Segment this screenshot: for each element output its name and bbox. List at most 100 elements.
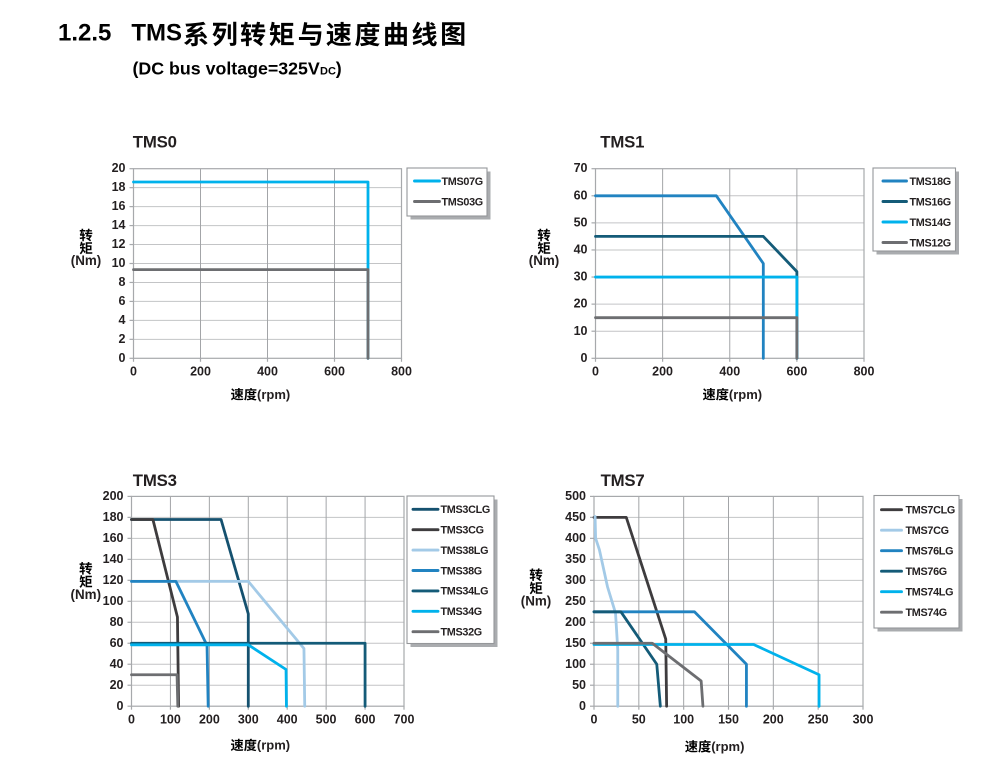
svg-text:TMS07G: TMS07G xyxy=(442,176,483,188)
svg-text:TMS3: TMS3 xyxy=(133,471,177,490)
svg-text:12: 12 xyxy=(112,237,126,251)
svg-text:TMS38G: TMS38G xyxy=(441,565,482,577)
svg-text:400: 400 xyxy=(719,365,740,379)
svg-text:TMS7CG: TMS7CG xyxy=(906,525,949,537)
svg-text:180: 180 xyxy=(103,510,124,524)
svg-text:160: 160 xyxy=(103,531,124,545)
svg-text:(DC bus voltage=325V: (DC bus voltage=325V xyxy=(133,58,320,78)
svg-text:150: 150 xyxy=(718,713,739,727)
svg-text:(Nm): (Nm) xyxy=(529,253,560,268)
svg-text:TMS0: TMS0 xyxy=(133,133,177,152)
svg-text:100: 100 xyxy=(103,594,124,608)
svg-text:TMS: TMS xyxy=(131,20,182,47)
svg-text:TMS74G: TMS74G xyxy=(906,607,947,619)
svg-text:0: 0 xyxy=(591,713,598,727)
svg-text:20: 20 xyxy=(112,161,126,175)
svg-text:300: 300 xyxy=(853,713,874,727)
svg-text:600: 600 xyxy=(324,365,345,379)
svg-text:TMS3CG: TMS3CG xyxy=(441,525,484,537)
svg-text:700: 700 xyxy=(394,713,415,727)
svg-text:600: 600 xyxy=(355,713,376,727)
svg-text:16: 16 xyxy=(112,199,126,213)
svg-text:TMS76G: TMS76G xyxy=(906,566,947,578)
svg-text:10: 10 xyxy=(574,324,588,338)
svg-text:800: 800 xyxy=(391,365,412,379)
svg-text:140: 140 xyxy=(103,552,124,566)
svg-text:0: 0 xyxy=(119,351,126,365)
svg-text:2: 2 xyxy=(119,332,126,346)
svg-text:40: 40 xyxy=(574,243,588,257)
svg-text:0: 0 xyxy=(128,713,135,727)
svg-text:450: 450 xyxy=(565,510,586,524)
svg-text:200: 200 xyxy=(190,365,211,379)
svg-text:TMS3CLG: TMS3CLG xyxy=(441,504,491,516)
svg-text:(rpm): (rpm) xyxy=(257,387,290,402)
svg-text:150: 150 xyxy=(565,636,586,650)
svg-text:50: 50 xyxy=(574,215,588,229)
svg-text:TMS14G: TMS14G xyxy=(910,217,951,229)
svg-text:0: 0 xyxy=(117,699,124,713)
svg-text:20: 20 xyxy=(110,678,124,692)
svg-text:TMS32G: TMS32G xyxy=(441,627,482,639)
svg-text:8: 8 xyxy=(119,275,126,289)
svg-text:200: 200 xyxy=(565,615,586,629)
svg-text:100: 100 xyxy=(160,713,181,727)
svg-text:TMS12G: TMS12G xyxy=(910,237,951,249)
svg-text:50: 50 xyxy=(572,678,586,692)
svg-text:300: 300 xyxy=(565,573,586,587)
svg-text:80: 80 xyxy=(110,615,124,629)
svg-text:(Nm): (Nm) xyxy=(71,587,102,602)
svg-text:200: 200 xyxy=(103,489,124,503)
svg-text:400: 400 xyxy=(257,365,278,379)
svg-text:0: 0 xyxy=(579,699,586,713)
svg-text:18: 18 xyxy=(112,180,126,194)
svg-text:100: 100 xyxy=(673,713,694,727)
svg-text:TMS74LG: TMS74LG xyxy=(906,587,954,599)
svg-text:300: 300 xyxy=(238,713,259,727)
svg-text:(rpm): (rpm) xyxy=(729,387,762,402)
svg-text:TMS16G: TMS16G xyxy=(910,196,951,208)
svg-text:60: 60 xyxy=(110,636,124,650)
svg-text:30: 30 xyxy=(574,270,588,284)
svg-text:400: 400 xyxy=(277,713,298,727)
svg-text:500: 500 xyxy=(316,713,337,727)
svg-text:250: 250 xyxy=(808,713,829,727)
svg-text:200: 200 xyxy=(763,713,784,727)
svg-text:DC: DC xyxy=(320,65,336,77)
svg-text:(Nm): (Nm) xyxy=(71,253,102,268)
svg-text:TMS34LG: TMS34LG xyxy=(441,586,489,598)
svg-text:TMS1: TMS1 xyxy=(600,133,644,152)
svg-text:100: 100 xyxy=(565,657,586,671)
svg-text:40: 40 xyxy=(110,657,124,671)
svg-text:0: 0 xyxy=(592,365,599,379)
svg-text:400: 400 xyxy=(565,531,586,545)
svg-text:120: 120 xyxy=(103,573,124,587)
svg-text:350: 350 xyxy=(565,552,586,566)
svg-text:TMS18G: TMS18G xyxy=(910,176,951,188)
svg-text:4: 4 xyxy=(119,313,126,327)
svg-text:(Nm): (Nm) xyxy=(521,594,552,609)
svg-text:70: 70 xyxy=(574,161,588,175)
svg-text:500: 500 xyxy=(565,489,586,503)
svg-text:50: 50 xyxy=(632,713,646,727)
svg-text:TMS7CLG: TMS7CLG xyxy=(906,505,956,517)
svg-text:0: 0 xyxy=(130,365,137,379)
svg-text:60: 60 xyxy=(574,188,588,202)
svg-text:0: 0 xyxy=(581,351,588,365)
svg-text:200: 200 xyxy=(652,365,673,379)
svg-text:TMS03G: TMS03G xyxy=(442,196,483,208)
svg-text:): ) xyxy=(336,58,342,78)
svg-text:20: 20 xyxy=(574,297,588,311)
svg-text:1.2.5: 1.2.5 xyxy=(58,20,111,47)
svg-text:600: 600 xyxy=(786,365,807,379)
svg-text:250: 250 xyxy=(565,594,586,608)
svg-text:(rpm): (rpm) xyxy=(257,738,290,753)
svg-text:TMS7: TMS7 xyxy=(601,471,645,490)
svg-text:TMS76LG: TMS76LG xyxy=(906,546,954,558)
svg-text:TMS34G: TMS34G xyxy=(441,606,482,618)
svg-text:200: 200 xyxy=(199,713,220,727)
svg-text:800: 800 xyxy=(854,365,875,379)
svg-text:10: 10 xyxy=(112,256,126,270)
svg-text:14: 14 xyxy=(112,218,126,232)
svg-text:(rpm): (rpm) xyxy=(711,739,744,754)
